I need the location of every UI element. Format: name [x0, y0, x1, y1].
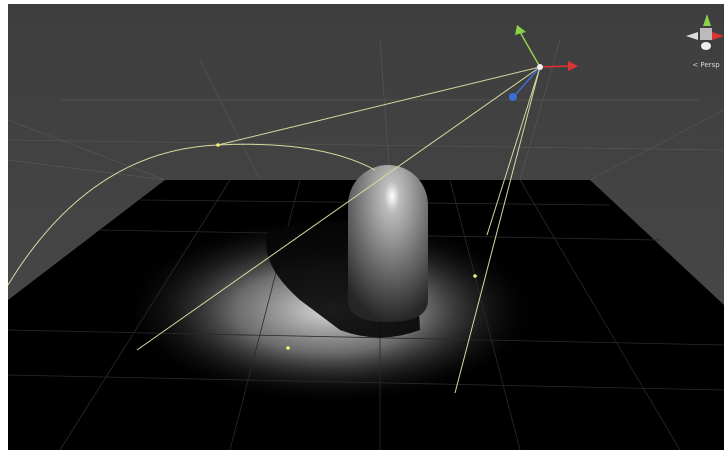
- capsule: [348, 165, 428, 322]
- viewport: < Persp: [8, 4, 724, 450]
- light-gizmo: [8, 66, 541, 394]
- handles: [216, 143, 477, 350]
- move-tool[interactable]: [509, 25, 578, 101]
- orientation-gizmo[interactable]: < Persp: [686, 14, 724, 69]
- background-grid: [8, 39, 724, 181]
- projection-label[interactable]: < Persp: [692, 61, 720, 69]
